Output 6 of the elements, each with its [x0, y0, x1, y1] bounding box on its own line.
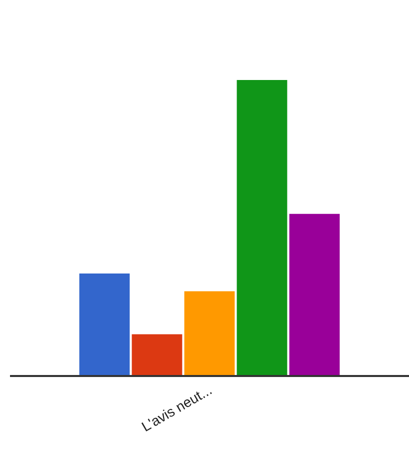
bar [289, 214, 340, 375]
bar [184, 291, 235, 375]
bar [236, 80, 288, 375]
bar [79, 274, 130, 375]
x-tick-label: L'avis neut... [138, 382, 214, 435]
bar [132, 334, 182, 375]
